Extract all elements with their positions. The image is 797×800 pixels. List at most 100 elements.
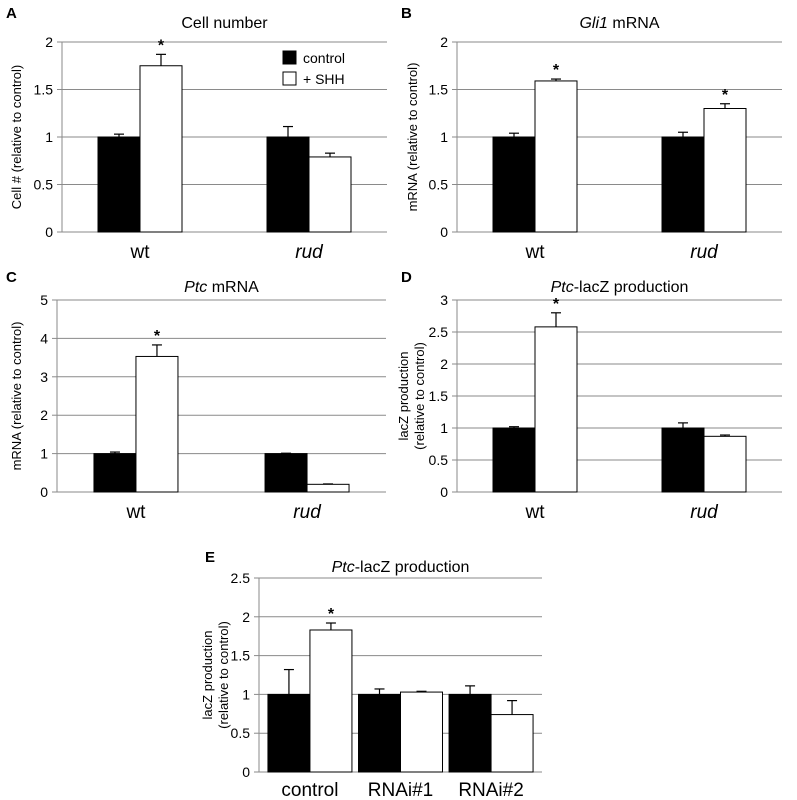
y-tick-label: 1	[440, 420, 448, 436]
y-tick-label: 1	[440, 129, 448, 145]
bar-treated	[534, 326, 578, 493]
bar-treated	[703, 435, 747, 493]
y-tick-label: 3	[40, 369, 48, 385]
legend-swatch-treated	[282, 71, 297, 86]
bar-control	[267, 693, 311, 773]
chart-title-text: Cell number	[181, 15, 268, 32]
chart-title: Cell number	[181, 15, 268, 32]
y-tick-label: 5	[40, 292, 48, 308]
x-tick-label: RNAi#2	[458, 780, 523, 800]
y-axis-label: lacZ production	[396, 352, 411, 441]
panel-b: B Gli1 mRNA mRNA (relative to control) 0 0.5…	[401, 5, 782, 263]
x-tick-label: rud	[293, 502, 322, 523]
y-tick-label: 0	[440, 224, 448, 240]
y-axis-label: Cell # (relative to control)	[9, 65, 24, 210]
chart-title: Ptc mRNA	[184, 279, 259, 296]
significance-star: *	[328, 606, 335, 623]
chart-title-italic: Ptc	[332, 559, 355, 576]
y-tick-label: 1.5	[34, 82, 54, 98]
significance-star: *	[154, 328, 161, 345]
y-tick-label: 2	[242, 609, 250, 625]
y-axis-label: lacZ production	[200, 631, 215, 720]
legend-label-treated: + SHH	[303, 71, 345, 87]
panel-label: A	[6, 5, 17, 22]
x-tick-label: rud	[690, 502, 719, 523]
bar-control	[264, 453, 308, 493]
y-tick-label: 1.5	[429, 388, 449, 404]
chart-title: Gli1 mRNA	[579, 15, 659, 32]
bar-treated	[703, 108, 747, 233]
y-tick-label: 0.5	[429, 452, 449, 468]
y-axis-label: (relative to control)	[412, 342, 427, 450]
bar-treated	[139, 65, 183, 233]
chart-title-rest: -lacZ production	[574, 279, 689, 296]
bar-treated	[309, 629, 353, 773]
bar-treated	[400, 691, 443, 773]
y-axis-label: mRNA (relative to control)	[9, 322, 24, 471]
y-tick-label: 4	[40, 330, 48, 346]
bar-control	[492, 136, 536, 233]
x-tick-label: wt	[125, 502, 146, 523]
y-tick-label: 0	[40, 484, 48, 500]
bar-treated	[308, 156, 352, 233]
y-tick-label: 2	[440, 356, 448, 372]
significance-star: *	[158, 37, 165, 54]
x-tick-label: RNAi#1	[368, 780, 433, 800]
chart-title: Ptc-lacZ production	[332, 559, 470, 576]
x-tick-label: control	[281, 780, 338, 800]
significance-star: *	[722, 87, 729, 104]
y-tick-label: 1	[242, 686, 250, 702]
panel-label: D	[401, 269, 412, 286]
bar-control	[358, 693, 401, 773]
bar-control	[448, 693, 492, 773]
panel-d: D Ptc-lacZ production lacZ production (rela…	[396, 269, 782, 523]
chart-title-italic: Gli1	[579, 15, 607, 32]
y-tick-label: 2	[440, 34, 448, 50]
panel-c: C Ptc mRNA mRNA (relative to control) 0 1 2 3 4…	[6, 269, 386, 523]
y-tick-label: 0	[242, 764, 250, 780]
significance-star: *	[553, 62, 560, 79]
panel-a: A Cell number Cell # (relative to control)…	[6, 5, 387, 263]
significance-star: *	[553, 296, 560, 313]
chart-title-rest: -lacZ production	[355, 559, 470, 576]
y-tick-label: 0.5	[429, 177, 449, 193]
bar-treated	[534, 80, 578, 233]
y-axis-label: mRNA (relative to control)	[405, 63, 420, 212]
chart-title-rest: mRNA	[207, 279, 259, 296]
bar-control	[661, 136, 705, 233]
bar-control	[93, 453, 137, 493]
y-tick-label: 0.5	[34, 177, 54, 193]
x-tick-label: rud	[295, 242, 324, 263]
y-tick-label: 2.5	[231, 570, 251, 586]
bar-treated	[135, 355, 179, 493]
chart-title-italic: Ptc	[551, 279, 574, 296]
y-tick-label: 3	[440, 292, 448, 308]
bar-control	[492, 427, 536, 493]
y-tick-label: 2	[40, 407, 48, 423]
panel-label: E	[205, 549, 215, 566]
panel-label: B	[401, 5, 412, 22]
y-tick-label: 0	[45, 224, 53, 240]
panel-label: C	[6, 269, 17, 286]
y-tick-label: 1	[40, 446, 48, 462]
y-tick-label: 0	[440, 484, 448, 500]
chart-title: Ptc-lacZ production	[551, 279, 689, 296]
bar-control	[266, 136, 310, 233]
bar-treated	[306, 483, 350, 493]
y-tick-label: 1.5	[231, 648, 251, 664]
y-tick-label: 2.5	[429, 324, 449, 340]
y-tick-label: 1.5	[429, 82, 449, 98]
legend: control + SHH	[282, 50, 345, 87]
legend-swatch-control	[282, 50, 297, 65]
bar-treated	[490, 714, 534, 773]
x-tick-label: wt	[130, 242, 151, 263]
x-tick-label: wt	[525, 502, 546, 523]
bar-control	[97, 136, 141, 233]
panel-e: E Ptc-lacZ production lacZ production (rela…	[200, 549, 542, 800]
y-tick-label: 0.5	[231, 725, 251, 741]
bar-control	[661, 427, 705, 493]
x-tick-label: wt	[525, 242, 546, 263]
chart-title-italic: Ptc	[184, 279, 207, 296]
legend-label-control: control	[303, 50, 345, 66]
